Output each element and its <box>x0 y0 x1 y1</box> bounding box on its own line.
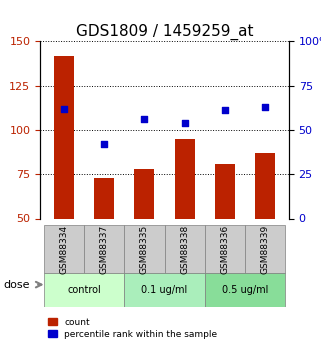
Bar <box>175 139 195 218</box>
FancyBboxPatch shape <box>205 225 245 273</box>
FancyBboxPatch shape <box>44 225 84 273</box>
Point <box>262 104 267 110</box>
Bar <box>94 178 114 218</box>
Text: dose: dose <box>3 280 30 289</box>
FancyBboxPatch shape <box>125 273 205 307</box>
Bar <box>134 169 154 218</box>
Text: 0.1 ug/ml: 0.1 ug/ml <box>141 285 188 295</box>
Point <box>222 108 227 113</box>
FancyBboxPatch shape <box>44 273 125 307</box>
Bar <box>255 153 275 218</box>
Bar <box>215 164 235 218</box>
Point <box>182 120 187 126</box>
Text: control: control <box>67 285 101 295</box>
Text: GSM88339: GSM88339 <box>260 225 269 274</box>
Bar <box>54 56 74 218</box>
Text: GSM88337: GSM88337 <box>100 225 109 274</box>
Title: GDS1809 / 1459259_at: GDS1809 / 1459259_at <box>76 24 253 40</box>
FancyBboxPatch shape <box>165 225 205 273</box>
Text: GSM88334: GSM88334 <box>60 225 69 274</box>
FancyBboxPatch shape <box>125 225 165 273</box>
Text: GSM88336: GSM88336 <box>220 225 229 274</box>
FancyBboxPatch shape <box>84 225 125 273</box>
Point <box>142 117 147 122</box>
Legend: count, percentile rank within the sample: count, percentile rank within the sample <box>46 316 219 341</box>
Text: 0.5 ug/ml: 0.5 ug/ml <box>221 285 268 295</box>
FancyBboxPatch shape <box>205 273 285 307</box>
FancyBboxPatch shape <box>245 225 285 273</box>
Text: GSM88338: GSM88338 <box>180 225 189 274</box>
Point <box>62 106 67 111</box>
Point <box>102 141 107 147</box>
Text: GSM88335: GSM88335 <box>140 225 149 274</box>
